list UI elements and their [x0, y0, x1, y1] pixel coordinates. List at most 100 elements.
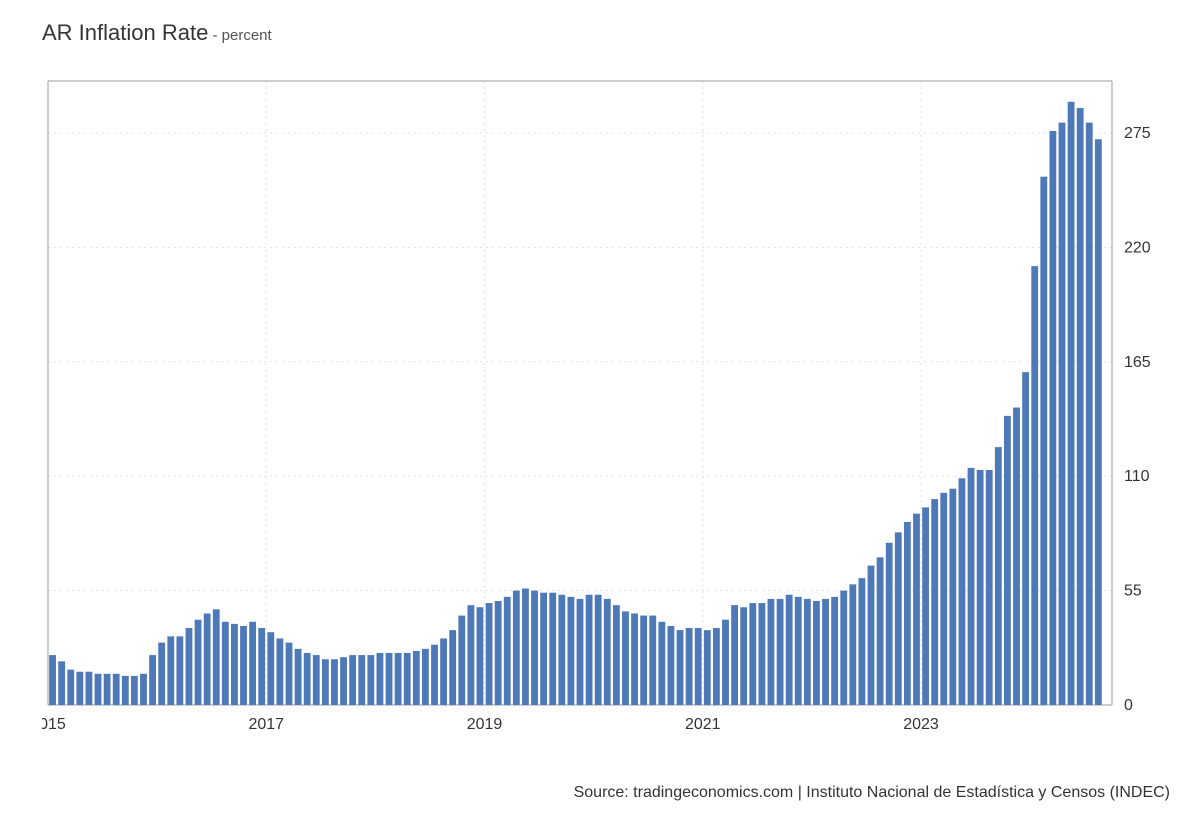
y-tick-label: 275: [1124, 125, 1151, 142]
data-bar: [786, 595, 793, 705]
data-bar: [549, 593, 556, 705]
data-bar: [331, 659, 338, 705]
data-bar: [186, 628, 193, 705]
data-bar: [886, 543, 893, 705]
data-bar: [431, 645, 438, 705]
chart-area: 05511016522027520152017201920212023: [42, 75, 1162, 735]
data-bar: [486, 603, 493, 705]
data-bar: [286, 643, 293, 705]
data-bar: [231, 624, 238, 705]
data-bar: [1077, 108, 1084, 705]
data-bar: [931, 499, 938, 705]
data-bar: [540, 593, 547, 705]
bar-chart-svg: 05511016522027520152017201920212023: [42, 75, 1162, 735]
data-bar: [1013, 408, 1020, 705]
data-bar: [440, 638, 447, 705]
data-bar: [604, 599, 611, 705]
data-bar: [1059, 123, 1066, 705]
data-bar: [386, 653, 393, 705]
data-bar: [586, 595, 593, 705]
x-tick-label: 2023: [903, 716, 939, 733]
data-bar: [777, 599, 784, 705]
data-bar: [449, 630, 456, 705]
data-bar: [477, 607, 484, 705]
data-bar: [686, 628, 693, 705]
data-bar: [804, 599, 811, 705]
data-bar: [859, 578, 866, 705]
data-bar: [704, 630, 711, 705]
data-bar: [1086, 123, 1093, 705]
data-bar: [513, 591, 520, 705]
y-tick-label: 110: [1124, 468, 1150, 485]
data-bar: [531, 591, 538, 705]
x-tick-label: 2021: [685, 716, 721, 733]
data-bar: [522, 589, 529, 705]
data-bar: [1040, 177, 1047, 705]
data-bar: [413, 651, 420, 705]
data-bar: [249, 622, 256, 705]
chart-source: Source: tradingeconomics.com | Instituto…: [574, 784, 1170, 802]
data-bar: [495, 601, 502, 705]
data-bar: [940, 493, 947, 705]
data-bar: [322, 659, 329, 705]
chart-title-sub: - percent: [208, 27, 271, 44]
data-bar: [349, 655, 356, 705]
data-bar: [577, 599, 584, 705]
data-bar: [140, 674, 147, 705]
data-bar: [467, 605, 474, 705]
data-bar: [640, 616, 647, 705]
data-bar: [913, 514, 920, 705]
data-bar: [949, 489, 956, 705]
data-bar: [713, 628, 720, 705]
data-bar: [840, 591, 847, 705]
data-bar: [968, 468, 975, 705]
data-bar: [313, 655, 320, 705]
data-bar: [395, 653, 402, 705]
data-bar: [149, 655, 156, 705]
data-bar: [276, 638, 283, 705]
data-bar: [240, 626, 247, 705]
data-bar: [504, 597, 511, 705]
data-bar: [904, 522, 911, 705]
y-tick-label: 55: [1124, 583, 1142, 600]
data-bar: [422, 649, 429, 705]
x-tick-label: 2015: [42, 716, 66, 733]
data-bar: [568, 597, 575, 705]
data-bar: [1095, 139, 1102, 705]
data-bar: [649, 616, 656, 705]
data-bar: [358, 655, 365, 705]
x-tick-label: 2019: [467, 716, 503, 733]
data-bar: [622, 611, 629, 705]
data-bar: [377, 653, 384, 705]
data-bar: [95, 674, 102, 705]
data-bar: [877, 557, 884, 705]
data-bar: [131, 676, 138, 705]
data-bar: [404, 653, 411, 705]
data-bar: [67, 670, 74, 705]
data-bar: [558, 595, 565, 705]
data-bar: [795, 597, 802, 705]
data-bar: [213, 609, 220, 705]
data-bar: [58, 661, 65, 705]
data-bar: [895, 532, 902, 705]
data-bar: [1031, 266, 1038, 705]
data-bar: [222, 622, 229, 705]
data-bar: [76, 672, 83, 705]
data-bar: [1022, 372, 1029, 705]
data-bar: [740, 607, 747, 705]
x-tick-label: 2017: [248, 716, 284, 733]
data-bar: [986, 470, 993, 705]
data-bar: [758, 603, 765, 705]
data-bar: [677, 630, 684, 705]
data-bar: [122, 676, 129, 705]
data-bar: [977, 470, 984, 705]
data-bar: [822, 599, 829, 705]
y-tick-label: 0: [1124, 697, 1133, 714]
chart-title-main: AR Inflation Rate: [42, 20, 208, 45]
data-bar: [86, 672, 93, 705]
data-bar: [1049, 131, 1056, 705]
data-bar: [304, 653, 311, 705]
data-bar: [113, 674, 120, 705]
y-tick-label: 220: [1124, 239, 1151, 256]
data-bar: [158, 643, 165, 705]
